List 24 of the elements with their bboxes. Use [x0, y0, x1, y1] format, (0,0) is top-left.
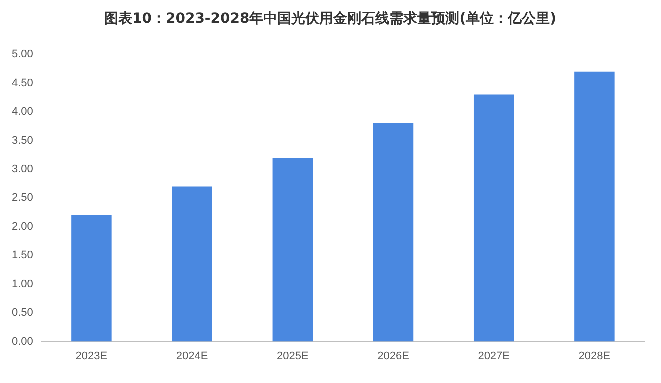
y-tick-label: 1.00: [12, 278, 34, 290]
chart-title: 图表10：2023-2028年中国光伏用金刚石线需求量预测(单位：亿公里): [103, 10, 558, 29]
y-tick-label: 2.50: [12, 192, 34, 204]
y-tick-label: 1.50: [12, 250, 34, 262]
y-tick-label: 2.00: [12, 220, 34, 233]
bar: [373, 124, 414, 342]
x-tick-label: 2025E: [277, 350, 309, 362]
y-tick-label: 0.50: [12, 307, 34, 320]
y-tick-label: 3.00: [12, 164, 34, 176]
x-tick-label: 2024E: [176, 350, 208, 362]
bar: [172, 186, 212, 342]
bar: [474, 94, 514, 342]
y-tick-label: 4.00: [12, 106, 34, 118]
y-tick-label: 3.50: [12, 134, 34, 147]
x-tick-label: 2028E: [578, 350, 611, 362]
y-tick-label: 0.00: [12, 336, 34, 348]
bar: [72, 215, 112, 342]
x-tick-label: 2027E: [478, 350, 510, 362]
x-tick-label: 2026E: [378, 350, 410, 362]
x-tick-label: 2023E: [76, 350, 108, 362]
bar: [574, 72, 615, 342]
y-tick-label: 4.50: [12, 77, 34, 90]
bar: [272, 158, 314, 342]
y-tick-label: 5.00: [12, 48, 34, 61]
